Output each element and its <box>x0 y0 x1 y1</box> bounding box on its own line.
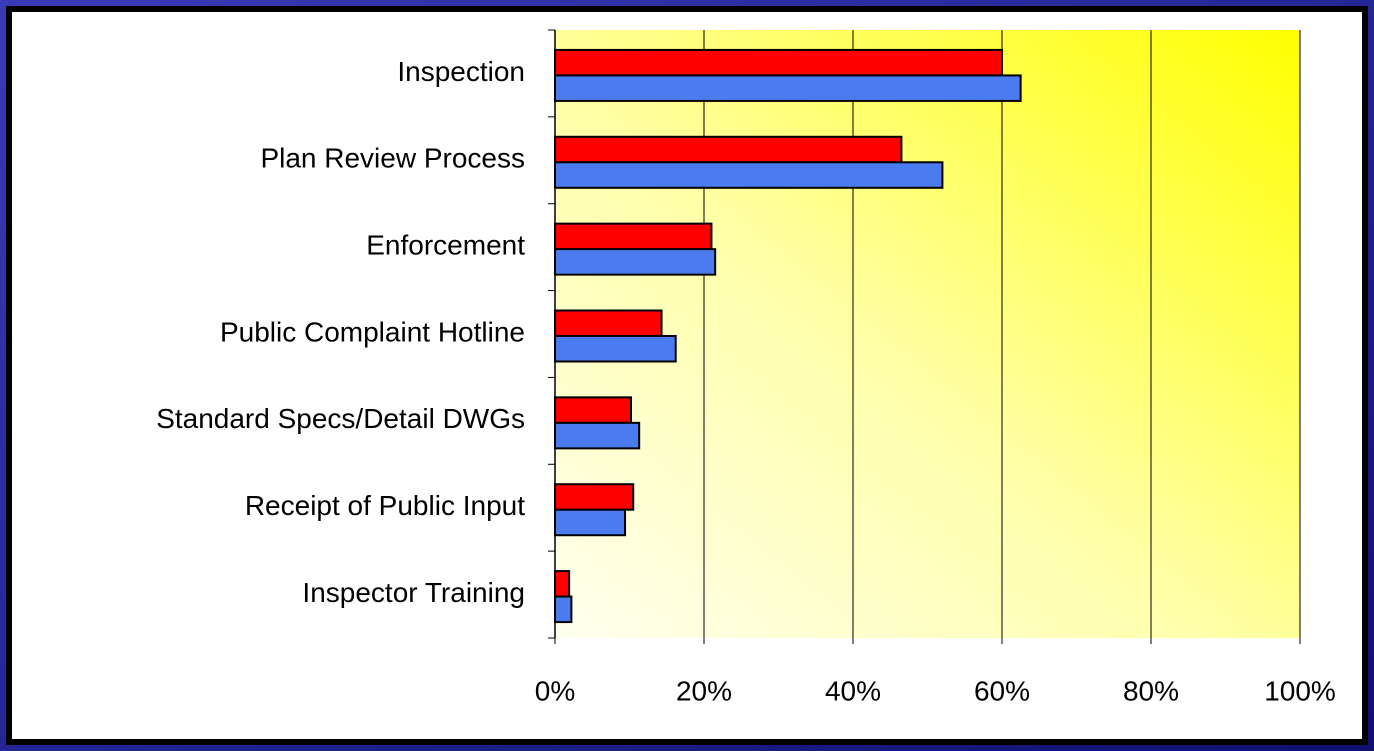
y-tick-label: Receipt of Public Input <box>245 490 525 521</box>
bar <box>554 48 1003 77</box>
bar <box>554 222 713 251</box>
bar <box>554 248 717 276</box>
bar <box>554 161 944 189</box>
bar <box>554 335 677 363</box>
y-tick-label: Enforcement <box>366 230 525 261</box>
bar <box>554 508 627 537</box>
bar <box>554 74 1022 102</box>
bar <box>554 595 573 624</box>
bar <box>554 135 903 164</box>
x-tick-label: 80% <box>1123 675 1179 706</box>
y-tick-label: Plan Review Process <box>260 143 525 174</box>
y-tick-label: Inspector Training <box>302 577 525 608</box>
y-tick-label: Public Complaint Hotline <box>220 316 525 347</box>
x-tick-label: 100% <box>1264 675 1336 706</box>
bar <box>554 309 663 337</box>
bar <box>554 421 641 450</box>
x-tick-label: 0% <box>535 675 575 706</box>
y-tick-label: Inspection <box>397 56 525 87</box>
bar <box>554 570 571 598</box>
x-tick-label: 40% <box>825 675 881 706</box>
plot-area <box>555 30 1300 638</box>
bar <box>554 396 632 424</box>
bar <box>554 483 635 511</box>
x-tick-label: 60% <box>974 675 1030 706</box>
y-tick-label: Standard Specs/Detail DWGs <box>156 403 525 434</box>
x-tick-label: 20% <box>676 675 732 706</box>
